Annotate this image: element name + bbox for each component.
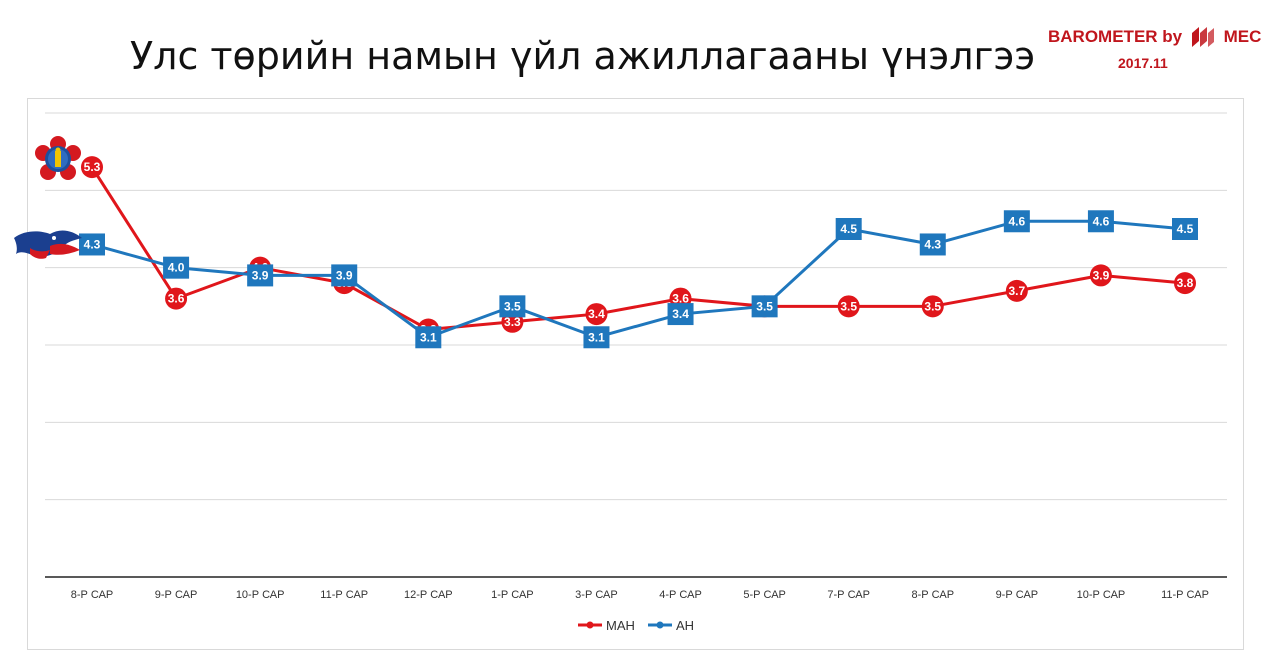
brand-suffix: MEC xyxy=(1223,27,1262,46)
legend-marker xyxy=(656,621,664,629)
ah-point-marker xyxy=(1003,210,1030,233)
x-tick-label: 12-Р САР xyxy=(404,589,453,601)
ah-point-marker xyxy=(919,233,946,256)
brand-prefix: BAROMETER by xyxy=(1048,27,1183,46)
data-label: 3.9 xyxy=(336,268,353,282)
ah-point-marker xyxy=(163,256,190,279)
data-label: 4.3 xyxy=(84,237,101,251)
data-label: 3.1 xyxy=(420,330,437,344)
series-line-mah xyxy=(90,166,1186,332)
series-markers: 5.33.64.03.83.23.33.43.63.53.53.53.73.93… xyxy=(79,156,1198,349)
mah-point-marker xyxy=(1089,264,1112,287)
data-label: 3.6 xyxy=(168,292,185,306)
mec-logo-icon xyxy=(1191,27,1214,47)
x-tick-label: 4-Р САР xyxy=(659,589,702,601)
x-tick-label: 3-Р САР xyxy=(575,589,618,601)
ah-point-marker xyxy=(247,264,274,287)
data-label: 3.4 xyxy=(588,307,605,321)
mah-point-marker xyxy=(921,295,944,318)
data-label: 3.5 xyxy=(924,299,941,313)
series-line-ah xyxy=(91,219,1186,339)
legend-label: АН xyxy=(676,618,694,633)
ah-point-marker xyxy=(751,295,778,318)
mah-point-marker xyxy=(585,303,608,326)
x-tick-label: 8-Р САР xyxy=(71,589,114,601)
ah-point-marker xyxy=(415,326,442,349)
x-tick-label: 10-Р САР xyxy=(1077,589,1126,601)
data-label: 3.9 xyxy=(252,268,269,282)
x-tick-label: 1-Р САР xyxy=(491,589,534,601)
x-tick-label: 9-Р САР xyxy=(155,589,198,601)
data-label: 3.3 xyxy=(504,315,521,329)
ah-point-marker xyxy=(331,264,358,287)
x-tick-label: 10-Р САР xyxy=(236,589,285,601)
data-label: 3.5 xyxy=(504,299,521,313)
chart-legend: МАН АН xyxy=(578,618,694,633)
report-date: 2017.11 xyxy=(1118,55,1168,71)
data-label: 4.5 xyxy=(840,222,857,236)
data-label: 3.5 xyxy=(840,299,857,313)
mah-point-marker xyxy=(837,295,860,318)
mah-point-marker xyxy=(1005,279,1028,302)
ah-point-marker xyxy=(835,218,862,240)
data-label: 3.7 xyxy=(1009,284,1026,298)
series-lines xyxy=(90,166,1186,339)
data-label: 4.0 xyxy=(168,261,185,275)
data-label: 3.1 xyxy=(588,330,605,344)
ah-point-marker xyxy=(499,295,526,318)
data-label: 3.9 xyxy=(1093,268,1110,282)
data-label: 4.6 xyxy=(1009,214,1026,228)
data-label: 3.5 xyxy=(756,299,773,313)
x-tick-label: 11-Р САР xyxy=(1161,589,1209,601)
ah-point-marker xyxy=(1172,218,1198,240)
data-label: 4.5 xyxy=(1177,222,1194,236)
x-tick-label: 8-Р САР xyxy=(911,589,954,601)
brand-logo: BAROMETER by MEC xyxy=(1048,26,1261,48)
x-tick-label: 7-Р САР xyxy=(827,589,870,601)
x-tick-label: 11-Р САР xyxy=(320,589,368,601)
mah-point-marker xyxy=(1174,272,1196,295)
mah-point-marker xyxy=(81,156,103,179)
x-axis: 8-Р САР 9-Р САР 10-Р САР 11-Р САР 12-Р САР 1-… xyxy=(45,576,1227,601)
ah-point-marker xyxy=(667,303,694,326)
legend-marker xyxy=(586,621,594,629)
legend-label: МАН xyxy=(606,618,635,633)
data-label: 3.4 xyxy=(672,307,689,321)
data-label: 3.8 xyxy=(1177,276,1194,290)
data-label: 4.6 xyxy=(1093,214,1110,228)
page-title: Улс төрийн намын үйл ажиллагааны үнэлгээ xyxy=(130,34,1036,78)
mah-point-marker xyxy=(165,287,188,310)
mah-party-emblem-icon xyxy=(35,136,81,180)
ah-point-marker xyxy=(583,326,610,349)
ah-point-marker xyxy=(1087,210,1114,233)
data-label: 3.6 xyxy=(672,292,689,306)
data-label: 5.3 xyxy=(84,160,101,174)
x-tick-label: 5-Р САР xyxy=(743,589,786,601)
ah-point-marker xyxy=(79,233,105,256)
ah-party-horse-icon xyxy=(14,230,82,259)
data-label: 4.3 xyxy=(924,237,941,251)
x-tick-label: 9-Р САР xyxy=(996,589,1039,601)
chart-grid xyxy=(45,112,1227,501)
